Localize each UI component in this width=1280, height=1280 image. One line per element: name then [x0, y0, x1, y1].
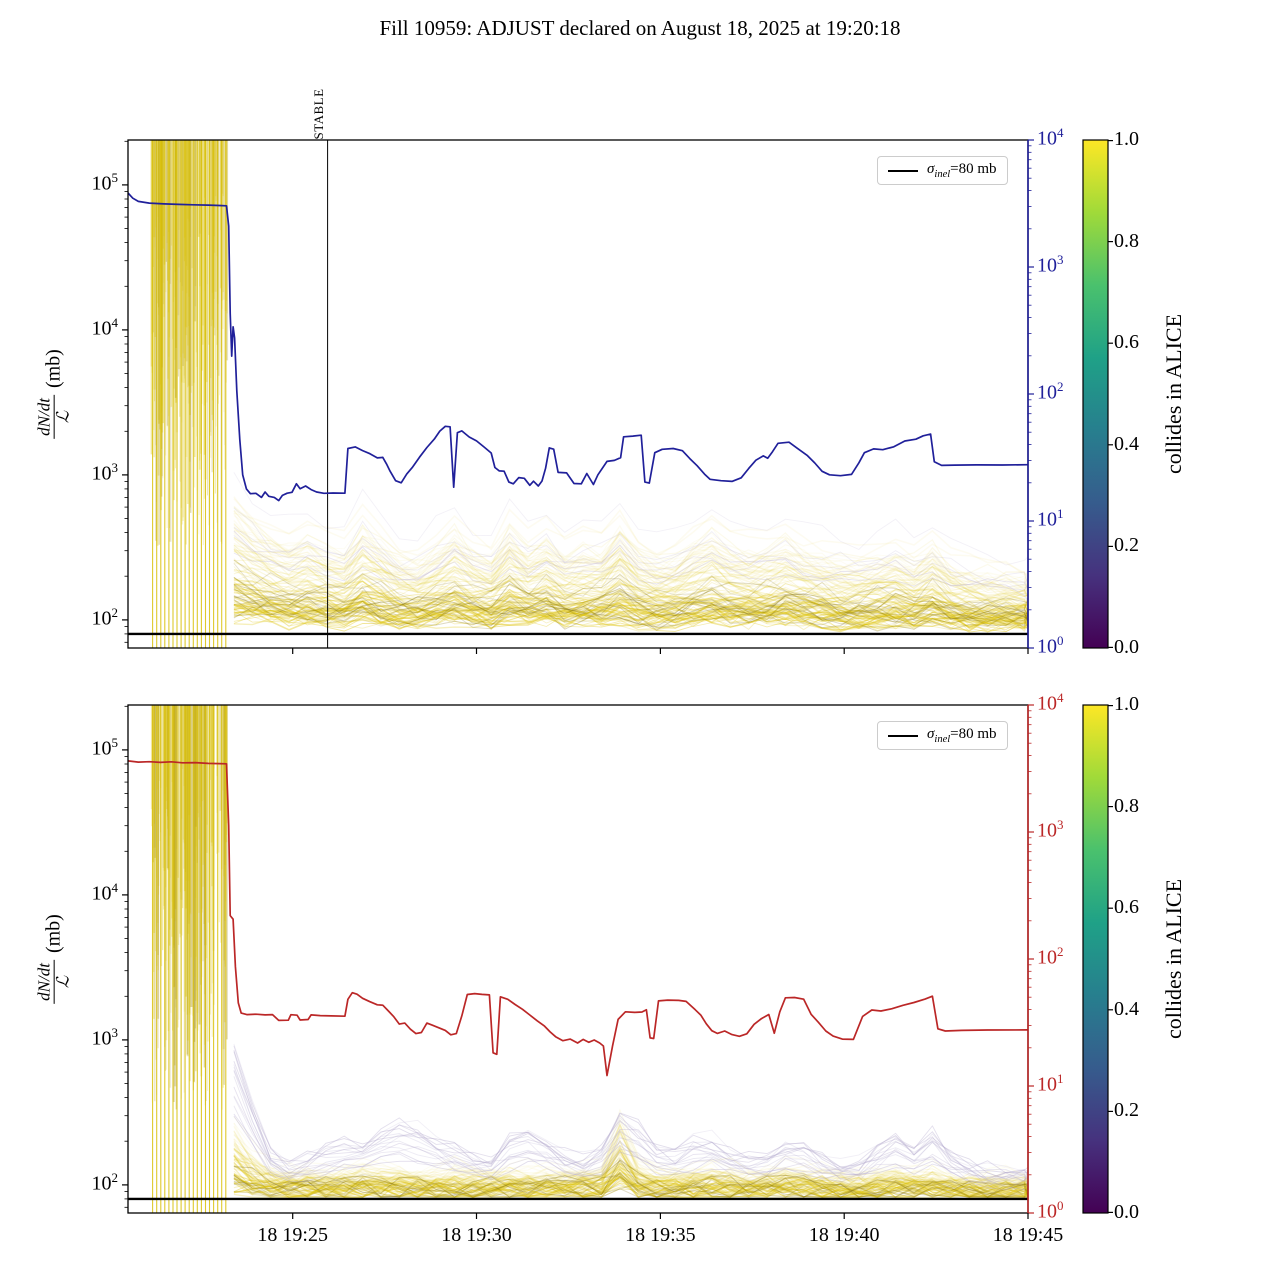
sigma-symbol: σ [927, 161, 935, 177]
y-right-tick-label: 101 [1037, 506, 1064, 531]
colorbar-tick-label: 1.0 [1114, 128, 1139, 150]
sigma-symbol: σ [927, 726, 935, 742]
rate-over-lumi-fraction: dN/dt ℒ [35, 960, 73, 1004]
fraction-numerator: dN/dt [35, 395, 55, 439]
top-colorbar-label: collides in ALICE [1161, 313, 1186, 475]
colorbar-tick-label: 1.0 [1114, 693, 1139, 715]
y-right-tick-label: 104 [1037, 125, 1064, 150]
y-right-tick-label: 100 [1037, 633, 1064, 658]
y-left-tick-label: 105 [91, 734, 119, 760]
top-legend: σinel=80 mb [877, 156, 1008, 185]
y-right-tick-label: 102 [1037, 944, 1064, 969]
bottom-plot-area [122, 704, 1034, 1219]
bottom-legend: σinel=80 mb [877, 721, 1008, 750]
colorbar-tick-label: 0.2 [1114, 534, 1139, 557]
y-axis-unit: (mb) [42, 349, 65, 389]
y-left-tick-label: 104 [91, 314, 119, 340]
y-axis-unit: (mb) [42, 914, 65, 954]
y-right-tick-label: 101 [1037, 1071, 1064, 1096]
y-right-tick-label: 104 [1037, 690, 1064, 715]
x-tick-label: 18 19:40 [808, 1224, 880, 1246]
y-left-tick-label: 105 [91, 169, 119, 195]
figure-title: Fill 10959: ADJUST declared on August 18… [379, 16, 901, 40]
y-right-tick-label: 102 [1037, 379, 1064, 404]
x-tick-label: 18 19:25 [257, 1224, 328, 1246]
colorbar-tick-label: 0.2 [1114, 1099, 1139, 1122]
rate-over-lumi-fraction: dN/dt ℒ [35, 395, 73, 439]
stable-annotation-label: STABLE [311, 88, 326, 140]
y-left-tick-label: 102 [91, 1169, 119, 1195]
bottom-colorbar-label: collides in ALICE [1161, 878, 1186, 1040]
sigma-inel-legend-entry: σinel=80 mb [927, 726, 997, 745]
fraction-numerator: dN/dt [35, 960, 55, 1004]
sigma-line-sample-icon [888, 734, 918, 737]
x-tick-label: 18 19:35 [625, 1224, 696, 1246]
main-series-line [127, 192, 1029, 502]
sigma-inel-legend-entry: σinel=80 mb [927, 161, 997, 180]
y-right-tick-label: 103 [1037, 252, 1064, 277]
top-plot-area [122, 139, 1034, 654]
y-left-tick-label: 103 [91, 1024, 119, 1050]
colorbar-tick-label: 0.6 [1114, 331, 1139, 354]
fraction-denominator-script-L: ℒ [53, 975, 73, 989]
top-colorbar [1082, 139, 1113, 649]
colorbar-tick-label: 0.6 [1114, 896, 1139, 919]
colorbar-tick-label: 0.8 [1114, 794, 1139, 817]
y-right-tick-label: 100 [1037, 1198, 1064, 1223]
y-left-tick-label: 102 [91, 604, 119, 630]
bottom-colorbar [1082, 704, 1113, 1214]
bottom-y-axis-label: dN/dt ℒ (mb) [35, 914, 73, 1004]
sigma-line-sample-icon [888, 169, 918, 172]
y-right-tick-label: 103 [1037, 817, 1064, 842]
colorbar-tick-label: 0.0 [1114, 636, 1139, 658]
main-series-line [127, 760, 1029, 1077]
fraction-denominator-script-L: ℒ [53, 410, 73, 424]
colorbar-tick-label: 0.8 [1114, 229, 1139, 252]
x-tick-label: 18 19:30 [441, 1224, 512, 1246]
top-y-axis-label: dN/dt ℒ (mb) [35, 349, 73, 439]
colorbar-tick-label: 0.0 [1114, 1201, 1139, 1223]
colorbar-tick-label: 0.4 [1114, 432, 1139, 455]
y-left-tick-label: 103 [91, 459, 119, 485]
y-left-tick-label: 104 [91, 879, 119, 905]
colorbar-tick-label: 0.4 [1114, 997, 1139, 1020]
x-tick-label: 18 19:45 [992, 1224, 1064, 1246]
